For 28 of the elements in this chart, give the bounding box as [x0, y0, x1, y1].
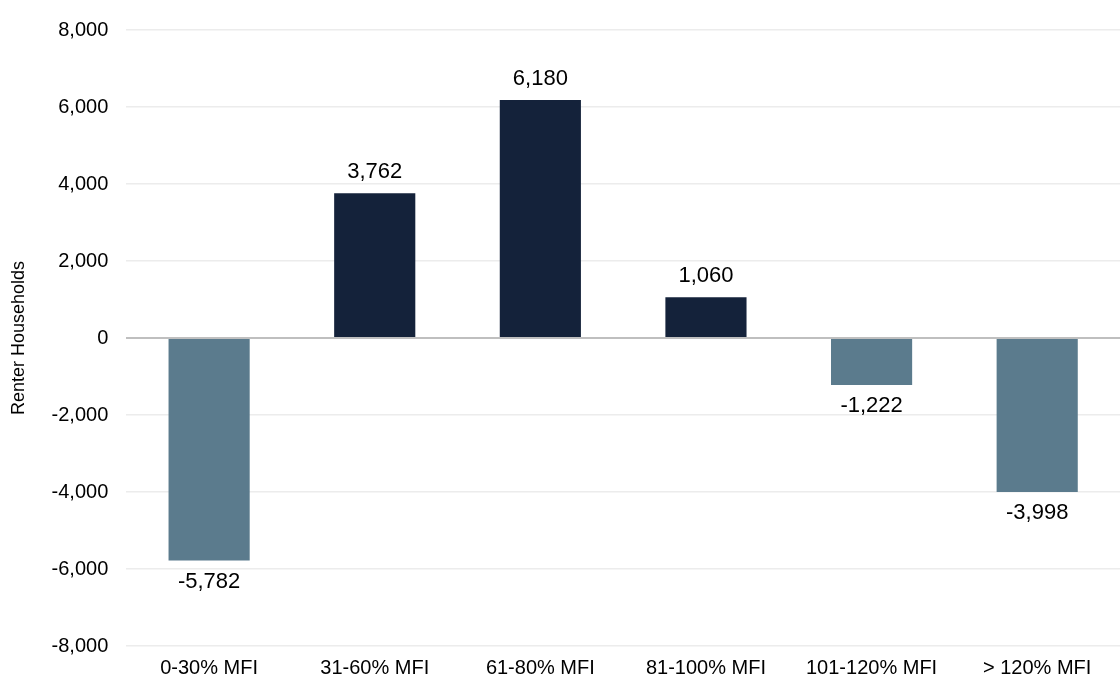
- y-axis-title: Renter Households: [7, 260, 28, 416]
- y-tick-label: 8,000: [58, 17, 109, 40]
- data-label: -5,782: [177, 567, 241, 593]
- y-tick-label: -6,000: [51, 556, 109, 579]
- y-tick-label: -4,000: [51, 479, 109, 502]
- y-tick-label: -2,000: [51, 402, 109, 425]
- x-tick-label: 31-60% MFI: [320, 655, 430, 678]
- data-label: -3,998: [1006, 498, 1069, 524]
- data-label: -1,222: [840, 392, 903, 418]
- y-tick-label: -8,000: [51, 633, 109, 656]
- x-tick-label: 61-80% MFI: [485, 655, 595, 678]
- bar: [831, 339, 913, 386]
- x-tick-label: 101-120% MFI: [805, 655, 938, 678]
- bar: [334, 193, 416, 337]
- data-label: 6,180: [512, 65, 568, 91]
- data-label: 1,060: [678, 262, 734, 288]
- bar: [665, 297, 747, 337]
- data-label: 3,762: [347, 158, 403, 184]
- y-tick-label: 6,000: [58, 94, 109, 117]
- x-tick-label: 81-100% MFI: [645, 655, 766, 678]
- y-tick-label: 0: [97, 325, 109, 348]
- x-tick-label: > 120% MFI: [983, 655, 1092, 678]
- y-tick-label: 4,000: [58, 171, 109, 194]
- x-tick-label: 0-30% MFI: [160, 655, 259, 678]
- bar: [996, 339, 1078, 492]
- bar: [168, 339, 250, 561]
- y-tick-label: 2,000: [58, 248, 109, 271]
- bar: [499, 100, 581, 337]
